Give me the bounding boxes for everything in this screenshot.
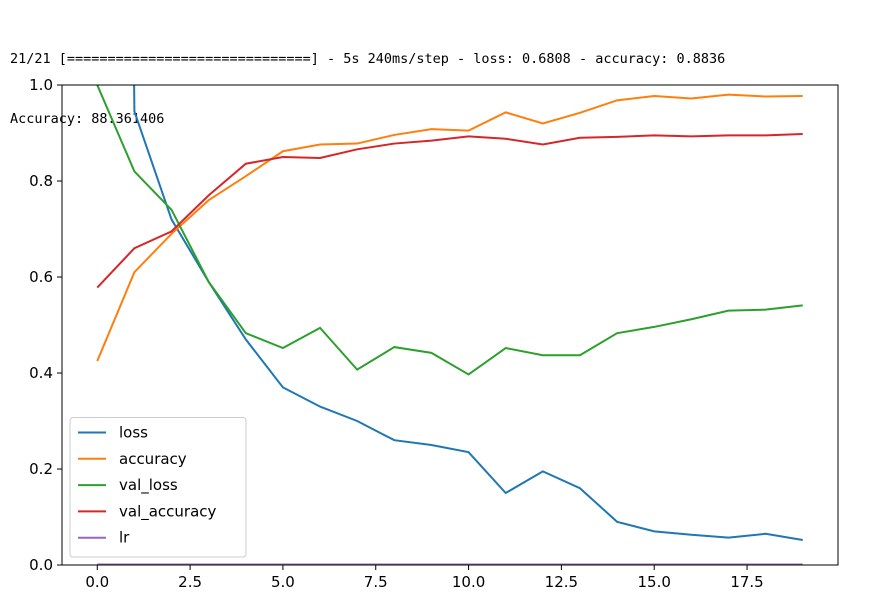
x-tick-label: 12.5 [545, 573, 578, 591]
legend-label: accuracy [119, 450, 187, 468]
x-tick-label: 10.0 [452, 573, 485, 591]
x-tick-label: 7.5 [364, 573, 388, 591]
legend-label: val_accuracy [119, 502, 217, 521]
x-tick-label: 2.5 [178, 573, 202, 591]
legend-label: val_loss [119, 476, 178, 495]
y-tick-label: 0.6 [29, 268, 53, 286]
series-line [96, 93, 803, 362]
legend-box [69, 417, 247, 558]
y-tick-label: 0.4 [29, 364, 53, 382]
legend-label: loss [119, 424, 148, 442]
axes-frame [61, 84, 839, 566]
y-tick-label: 0.8 [29, 172, 53, 190]
series-line [96, 85, 803, 376]
x-tick-label: 0.0 [85, 573, 109, 591]
y-tick-label: 0.2 [29, 460, 53, 478]
y-tick-label: 1.0 [29, 76, 53, 94]
x-tick-label: 5.0 [271, 573, 295, 591]
x-tick-label: 17.5 [730, 573, 763, 591]
x-tick-label: 15.0 [638, 573, 671, 591]
console-output: 21/21 [==============================] -… [10, 9, 725, 149]
series-line [96, 132, 803, 289]
console-line: 21/21 [==============================] -… [10, 51, 726, 67]
y-tick-label: 0.0 [29, 556, 53, 574]
legend-label: lr [119, 529, 130, 547]
